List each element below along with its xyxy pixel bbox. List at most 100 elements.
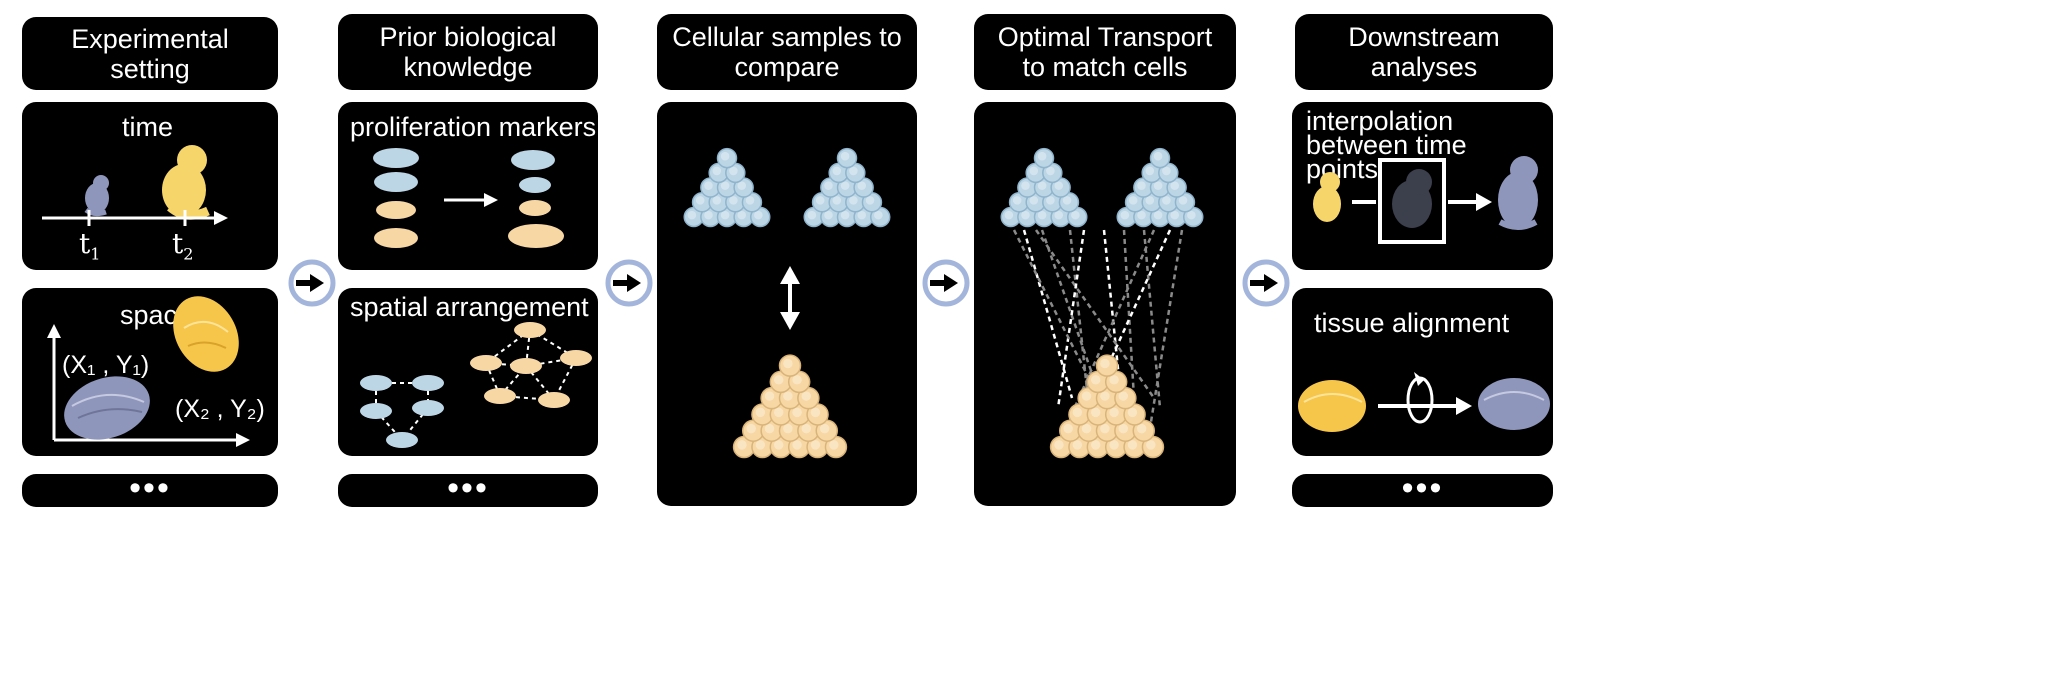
transport-line [1142, 229, 1162, 409]
cell-nucleus [1178, 196, 1188, 205]
cell [778, 354, 802, 377]
cell-nucleus [737, 440, 747, 450]
cell [1095, 354, 1119, 377]
cell-nucleus [1145, 166, 1155, 176]
cell-nucleus [1187, 210, 1196, 220]
proliferation-panel: proliferation markers [338, 102, 598, 270]
cell-nucleus [857, 210, 866, 220]
cell-nucleus [792, 440, 802, 450]
cell-nucleus [1136, 423, 1147, 434]
time-panel: time t1 t2 [22, 102, 278, 270]
cell-nucleus [1054, 440, 1064, 450]
cell-nucleus [773, 440, 784, 450]
cell-nucleus [810, 407, 821, 418]
cell-nucleus [1081, 391, 1092, 401]
ellipsis: ••• [1401, 468, 1444, 507]
cell-nucleus [1090, 440, 1101, 450]
header-text: Cellular samples to compare [672, 22, 902, 82]
cell-nucleus [1170, 181, 1179, 190]
cell-nucleus [1029, 196, 1039, 205]
cell-nucleus [687, 210, 697, 220]
header-text: Prior biological knowledge [379, 22, 557, 82]
cell-nucleus [1021, 210, 1030, 220]
cell-nucleus [783, 358, 793, 369]
cell [716, 147, 738, 169]
cell-nucleus [704, 181, 713, 190]
cell-nucleus [764, 423, 775, 434]
tissue-alignment-illustration [1298, 372, 1550, 432]
spatial-arrangement-panel: spatial arrangement [338, 288, 598, 456]
cell-nucleus [1100, 358, 1110, 369]
interpolation-illustration [1313, 156, 1538, 244]
cell-nucleus [1037, 151, 1047, 161]
cell-nucleus [1162, 166, 1171, 176]
timeline-illustration [42, 145, 228, 226]
cell-nucleus [729, 196, 738, 205]
optimal-transport-panel [974, 102, 1236, 506]
ellipsis: ••• [447, 468, 489, 507]
header-text: Experimental setting [71, 23, 229, 84]
small-embryo-icon [84, 175, 109, 217]
cell-nucleus [857, 181, 866, 190]
cell-nucleus [720, 151, 730, 161]
cell-nucleus [810, 440, 821, 450]
cell-nucleus [1128, 196, 1138, 205]
cell-nucleus [1071, 210, 1080, 220]
cell-nucleus [874, 210, 883, 220]
cell-nucleus [840, 210, 850, 220]
cell-nucleus [746, 423, 756, 434]
cell-nucleus [755, 440, 766, 450]
cell-nucleus [832, 196, 842, 205]
embryo-start-icon [1313, 172, 1341, 222]
optimal-transport-illustration [1000, 147, 1204, 459]
cell-nucleus [1153, 151, 1163, 161]
transport-line [1122, 229, 1136, 399]
space-panel: space (X₁ , Y₁) (X₂ , Y₂) [22, 288, 278, 456]
cell-nucleus [704, 210, 713, 220]
tissue-alignment-title: tissue alignment [1314, 308, 1510, 338]
cell-nucleus [1137, 181, 1146, 190]
cell-nucleus [1054, 181, 1063, 190]
proliferation-title: proliferation markers [350, 112, 597, 142]
cell-nucleus [737, 181, 746, 190]
rotate-icon [1406, 372, 1434, 424]
transport-line [1068, 229, 1092, 419]
grey-tissue-icon [64, 376, 150, 440]
peach-cell-pile [732, 354, 848, 459]
cell-nucleus [829, 440, 839, 450]
coordinate-2-label: (X₂ , Y₂) [175, 395, 265, 423]
t1-label: t1 [79, 227, 101, 264]
cell-nucleus [1081, 423, 1092, 434]
column-header-cellular-samples: Cellular samples to compare [657, 14, 917, 90]
cellular-samples-illustration [683, 147, 891, 459]
cell-nucleus [1153, 210, 1163, 220]
cell-nucleus [1109, 440, 1119, 450]
cell-nucleus [1127, 407, 1138, 418]
cell-nucleus [729, 166, 738, 176]
more-knowledge-box: ••• [338, 468, 598, 507]
cell-nucleus [1137, 210, 1146, 220]
cell-nucleus [801, 423, 811, 434]
cellular-samples-panel [657, 102, 917, 506]
cell-nucleus [1054, 210, 1063, 220]
transport-line [1148, 229, 1184, 429]
cell-nucleus [720, 181, 730, 190]
connector-arrow-icon [288, 259, 336, 307]
blue-cell-pile [1000, 147, 1204, 228]
cell-nucleus [754, 210, 763, 220]
cell [1033, 147, 1055, 169]
time-title: time [122, 112, 174, 142]
cell-nucleus [1127, 440, 1138, 450]
column-header-downstream-analyses: Downstream analyses [1295, 14, 1553, 90]
connector-arrow-icon [922, 259, 970, 307]
cell-nucleus [783, 391, 793, 401]
transport-line [1022, 229, 1074, 399]
cell-nucleus [792, 375, 802, 385]
cell-nucleus [1062, 196, 1072, 205]
header-text: Downstream analyses [1348, 22, 1500, 82]
cell-nucleus [849, 166, 858, 176]
large-embryo-icon [162, 145, 210, 220]
cell-nucleus [819, 423, 830, 434]
cell-nucleus [720, 210, 730, 220]
cell-nucleus [1100, 423, 1110, 434]
